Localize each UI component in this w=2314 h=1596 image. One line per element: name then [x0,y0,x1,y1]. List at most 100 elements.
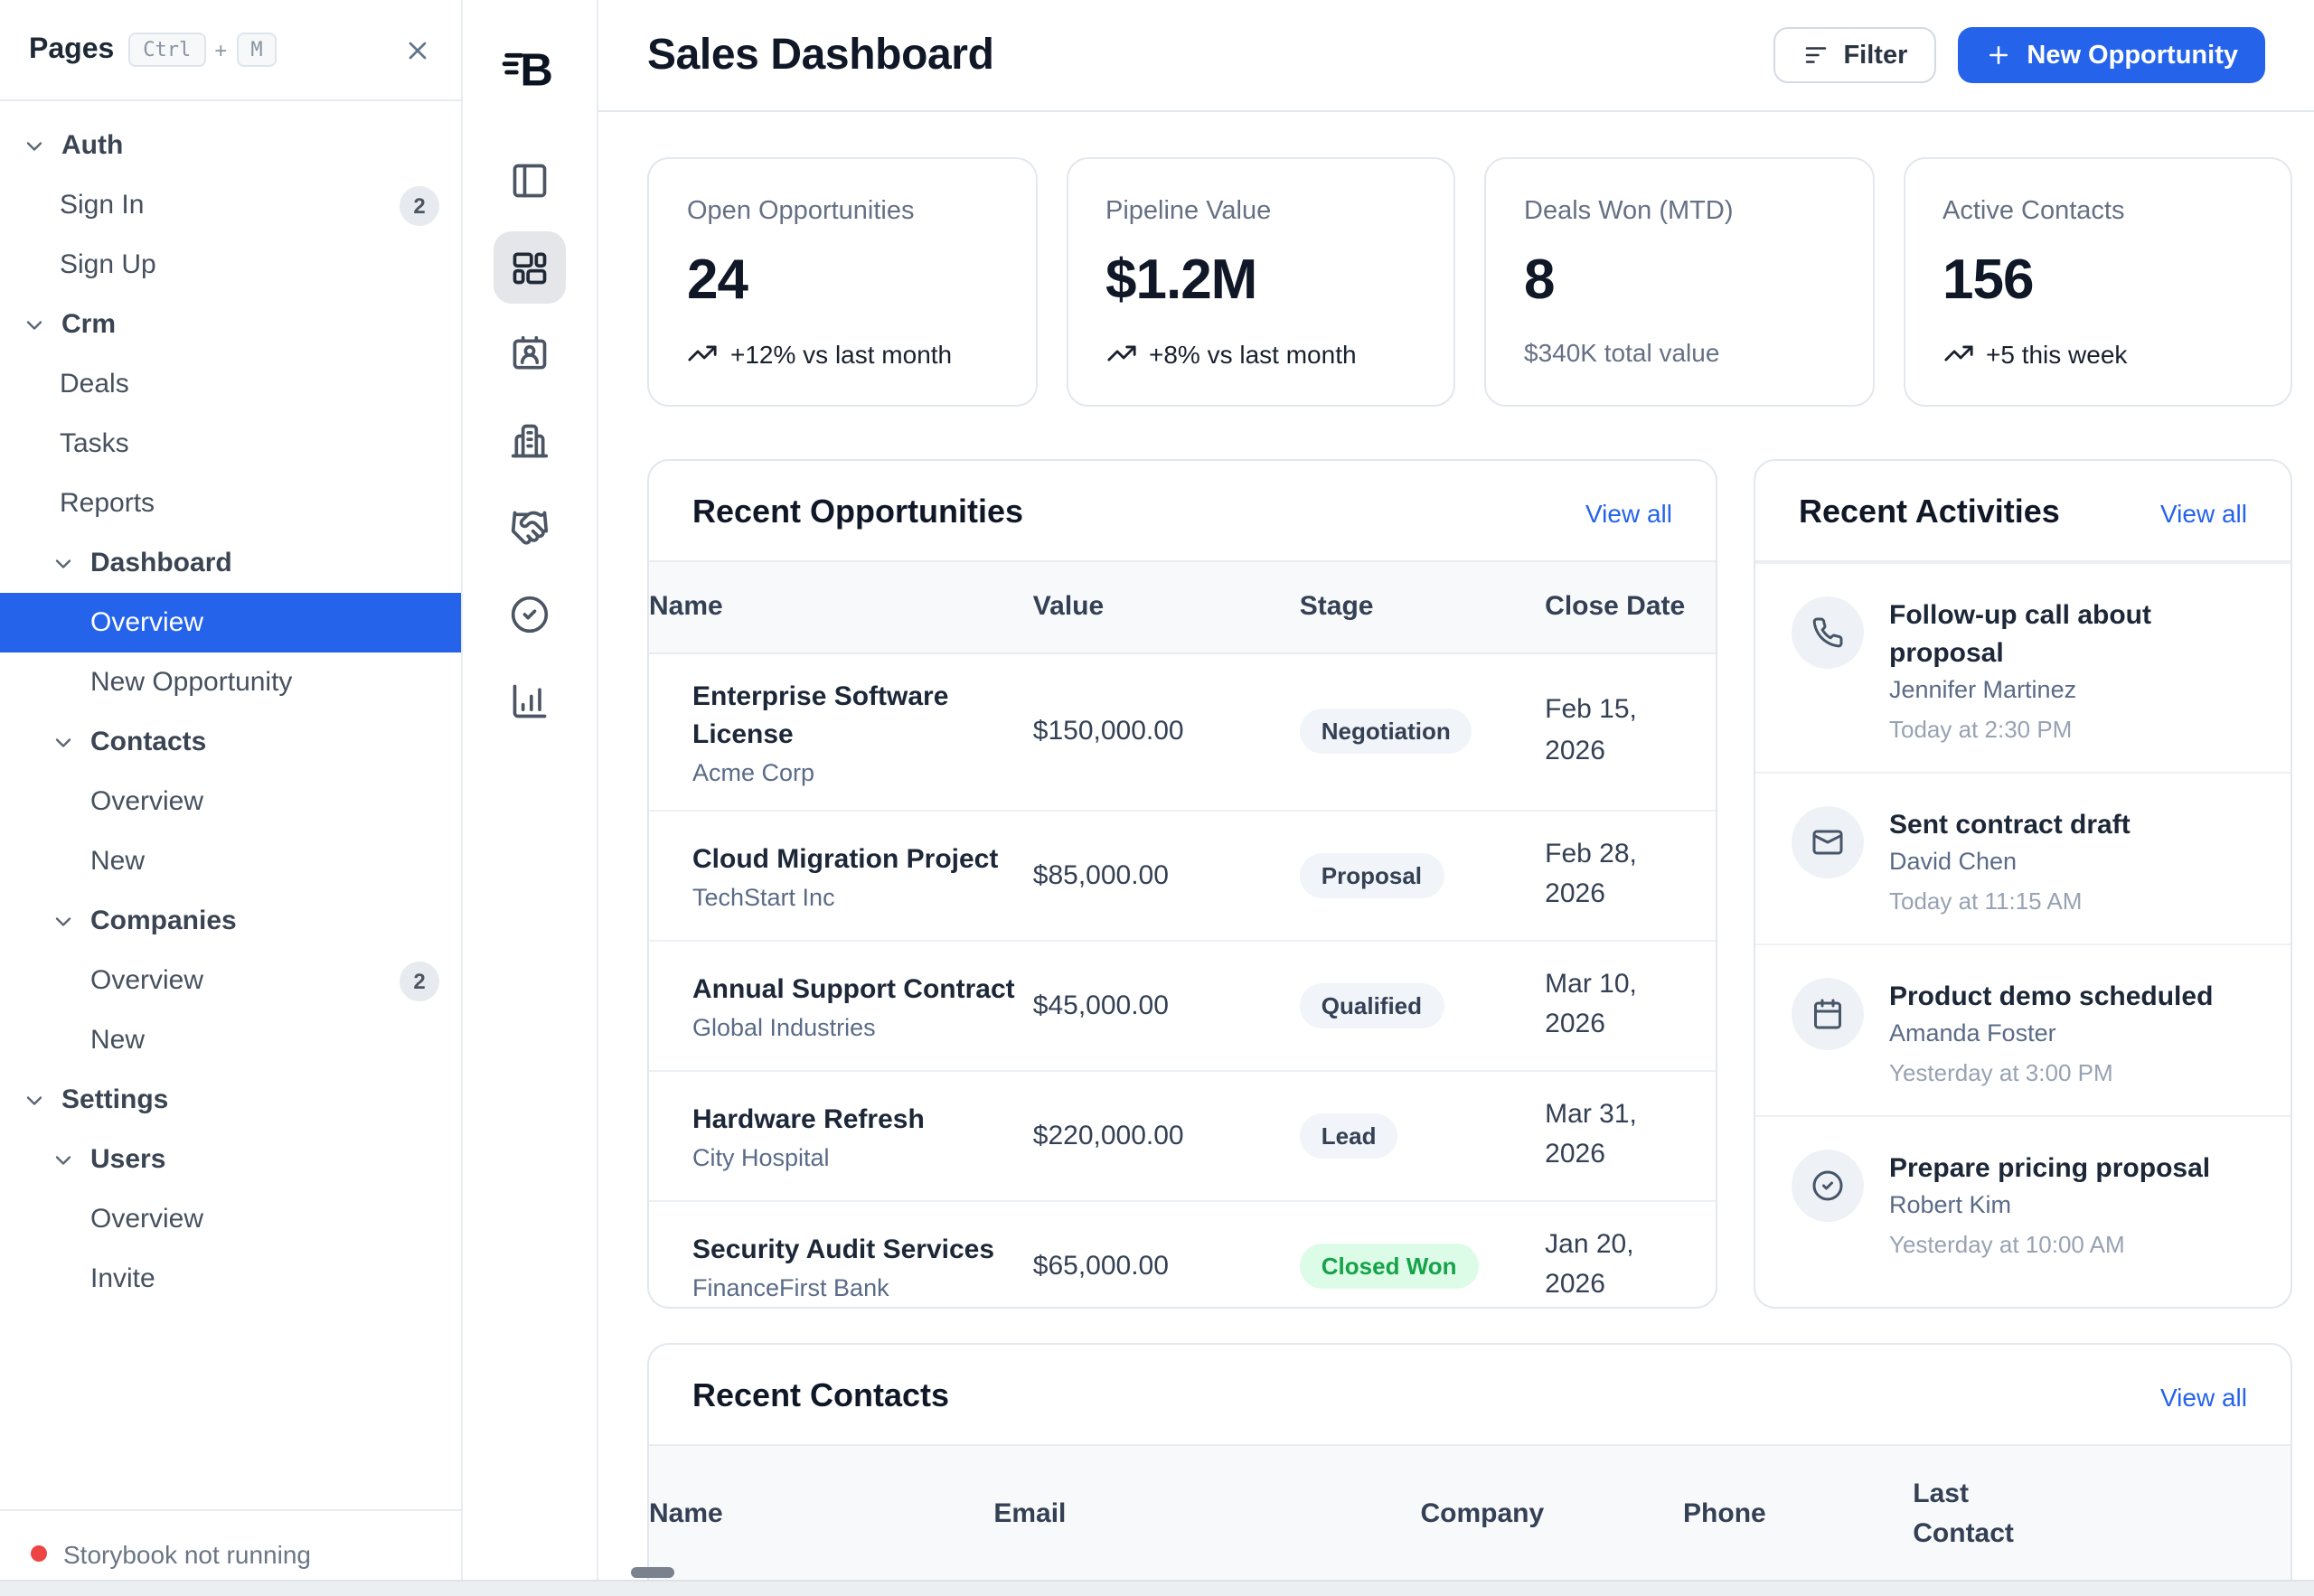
horizontal-scrollbar-thumb[interactable] [631,1567,674,1578]
opportunity-row[interactable]: Cloud Migration Project TechStart Inc $8… [649,811,1716,941]
filter-icon [1801,42,1829,69]
tree-item-label: Auth [61,130,123,161]
opportunity-row[interactable]: Hardware Refresh City Hospital $220,000.… [649,1071,1716,1201]
chevron-down-icon[interactable] [51,550,76,576]
close-icon[interactable] [403,35,432,64]
tree-item-label: Settings [61,1084,168,1115]
stat-note-text: +12% vs last month [730,339,952,368]
rail-button[interactable] [494,318,566,390]
activity-time: Yesterday at 3:00 PM [1889,1059,2213,1086]
column-header: Name [649,1445,993,1583]
card-header: Recent Activities View all [1755,461,2290,560]
tree-item[interactable]: Overview [0,772,461,831]
opportunity-value: $65,000.00 [1033,1201,1300,1310]
tree-item[interactable]: Reports [0,474,461,533]
view-all-link[interactable]: View all [2160,1382,2247,1411]
tree-item-label: Sign In [60,190,144,221]
tree-item[interactable]: Invite [0,1249,461,1309]
view-all-link[interactable]: View all [2160,498,2247,527]
rail-button[interactable] [494,578,566,651]
chevron-down-icon[interactable] [22,312,47,337]
tree-item-label: Crm [61,309,116,340]
tree-item[interactable]: Crm [0,295,461,354]
activity-title: Product demo scheduled [1889,978,2213,1016]
close-date: Jan 20, 2026 [1545,1201,1716,1310]
opportunity-company: City Hospital [692,1144,1015,1171]
stat-note: +12% vs last month [687,338,997,369]
phone-icon [1792,596,1864,669]
tree-item[interactable]: Dashboard [0,533,461,593]
chevron-down-icon[interactable] [51,1147,76,1172]
tree-item[interactable]: Settings [0,1070,461,1130]
activity-item[interactable]: Product demo scheduled Amanda Foster Yes… [1755,944,2290,1115]
card-title: Recent Activities [1799,493,2060,531]
view-all-link[interactable]: View all [1585,498,1672,527]
opportunity-name: Enterprise Software License [692,678,1015,754]
shortcut-key-m: M [236,33,277,67]
bottom-edge [0,1580,2314,1596]
tree-item-label: Overview [90,1204,203,1235]
rail-button[interactable] [494,405,566,477]
tree-item[interactable]: Auth [0,116,461,175]
stat-card: Open Opportunities 24 +12% vs last month [647,157,1037,407]
activities-list: Follow-up call about proposal Jennifer M… [1755,560,2290,1307]
count-badge: 2 [400,185,439,225]
opportunity-row[interactable]: Enterprise Software License Acme Corp $1… [649,653,1716,811]
tree-item[interactable]: Contacts [0,712,461,772]
contact-card-icon [510,334,550,374]
dashboard-content: Open Opportunities 24 +12% vs last month… [598,112,2314,1596]
column-header: Last Contact [1913,1445,2290,1583]
opportunity-company: FinanceFirst Bank [692,1274,1015,1301]
opportunity-company: TechStart Inc [692,884,1015,911]
tree-item[interactable]: Users [0,1130,461,1189]
tree-item-label: Overview [90,607,203,638]
tree-item[interactable]: Overview [0,593,461,652]
rail-button[interactable] [494,231,566,304]
tree-item[interactable]: Overview 2 [0,951,461,1010]
page-header: Sales Dashboard Filter New Opportunity [598,0,2314,112]
opportunity-name: Cloud Migration Project [692,840,1015,878]
app-window: Pages Ctrl + M Auth Sign In 2 [0,0,2314,1596]
opportunity-value: $85,000.00 [1033,811,1300,941]
sidebar-header: Pages Ctrl + M [0,0,461,101]
tree-item[interactable]: New Opportunity [0,652,461,712]
chevron-down-icon[interactable] [22,133,47,158]
tree-item-label: Reports [60,488,155,519]
tree-item[interactable]: New [0,1010,461,1070]
tree-item-label: Tasks [60,428,129,459]
tree-item[interactable]: Sign In 2 [0,175,461,235]
brand-logo[interactable]: B [501,40,559,98]
activity-item[interactable]: Follow-up call about proposal Jennifer M… [1755,562,2290,772]
recent-contacts-card: Recent Contacts View all NameEmailCompan… [647,1343,2292,1596]
tree-item[interactable]: New [0,831,461,891]
activity-item[interactable]: Prepare pricing proposal Robert Kim Yest… [1755,1115,2290,1287]
shortcut-key-ctrl: Ctrl [128,33,205,67]
activity-person: Robert Kim [1889,1191,2210,1218]
opportunity-company: Global Industries [692,1014,1015,1041]
filter-button[interactable]: Filter [1773,27,1936,83]
activity-time: Yesterday at 10:00 AM [1889,1231,2210,1258]
tree-item[interactable]: Overview [0,1189,461,1249]
rail-button[interactable] [494,145,566,217]
chevron-down-icon[interactable] [22,1087,47,1113]
activity-item[interactable]: Sent contract draft David Chen Today at … [1755,772,2290,944]
tree-item[interactable]: Tasks [0,414,461,474]
contacts-table: NameEmailCompanyPhoneLast Contact [649,1444,2290,1584]
rail-button[interactable] [494,665,566,737]
tree-item[interactable]: Deals [0,354,461,414]
new-opportunity-button[interactable]: New Opportunity [1958,27,2265,83]
stage-badge: Qualified [1300,983,1444,1028]
stage-badge: Closed Won [1300,1244,1479,1289]
chevron-down-icon[interactable] [51,729,76,755]
tree-item[interactable]: Sign Up [0,235,461,295]
page-title: Sales Dashboard [647,30,994,80]
opportunity-row[interactable]: Annual Support Contract Global Industrie… [649,941,1716,1071]
opportunity-value: $220,000.00 [1033,1071,1300,1201]
tree-item[interactable]: Companies [0,891,461,951]
rail-button[interactable] [494,492,566,564]
stat-value: 8 [1524,248,1834,313]
chevron-down-icon[interactable] [51,908,76,934]
opportunity-row[interactable]: Security Audit Services FinanceFirst Ban… [649,1201,1716,1310]
activity-person: David Chen [1889,848,2131,875]
tree-item-label: Contacts [90,727,206,757]
